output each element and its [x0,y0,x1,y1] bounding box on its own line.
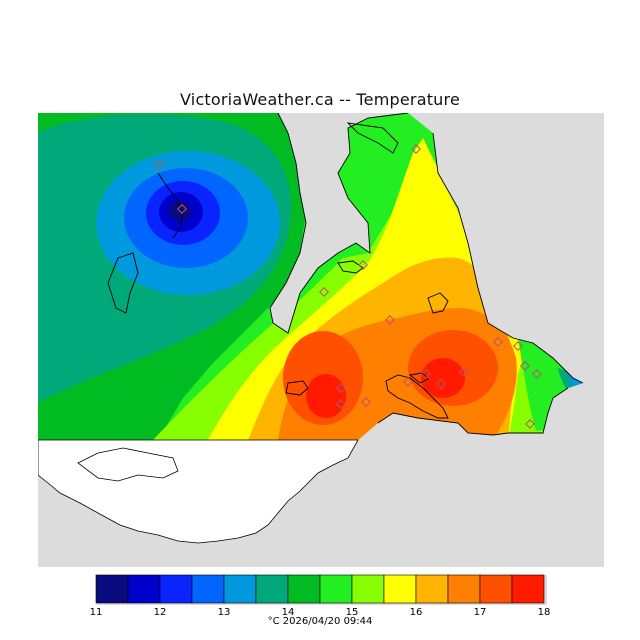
station-marker [385,315,395,325]
station-marker [459,367,469,377]
legend-tick-label: 18 [538,607,551,618]
map-title: VictoriaWeather.ca -- Temperature [180,90,460,109]
legend-cell [479,574,513,604]
contour-band-18-west [306,374,346,418]
station-marker [361,397,371,407]
legend-cell [159,574,193,604]
station-marker [493,337,503,347]
legend-cell [95,574,129,604]
station-marker [513,341,523,351]
station-marker [403,377,413,387]
station-marker [532,369,542,379]
legend-ticks: 11 12 13 14 15 16 17 18 [90,607,551,618]
legend-tick-label: 14 [282,607,295,618]
legend-cell [319,574,353,604]
color-legend: 11 12 13 14 15 16 17 18 [90,574,551,618]
legend-cell [447,574,481,604]
legend-cell [511,574,545,604]
legend-tick-label: 15 [346,607,359,618]
legend-cell [351,574,385,604]
legend-cell [415,574,449,604]
station-marker [336,383,346,393]
temperature-map [38,113,604,567]
coastlines [107,113,584,436]
station-marker [177,204,187,214]
station-marker [520,361,530,371]
map-footer: °C 2026/04/20 09:44 [267,616,373,627]
station-marker [421,369,431,379]
station-marker [411,144,421,154]
station-marker [525,419,535,429]
station-marker [336,399,346,409]
land-outline-peninsula [77,447,179,482]
legend-tick-label: 17 [474,607,487,618]
legend-cell [287,574,321,604]
station-marker [154,159,164,169]
legend-cells [95,574,545,604]
legend-tick-label: 16 [410,607,423,618]
legend-tick-label: 11 [90,607,103,618]
station-marker [319,287,329,297]
legend-tick-label: 13 [218,607,231,618]
legend-cell [223,574,257,604]
legend-tick-label: 12 [154,607,167,618]
station-marker [358,260,368,270]
station-marker [436,379,446,389]
contour-band-18-east [421,358,465,398]
weather-stations [154,144,542,429]
legend-cell [191,574,225,604]
legend-cell [127,574,161,604]
legend-cell [255,574,289,604]
legend-cell [383,574,417,604]
